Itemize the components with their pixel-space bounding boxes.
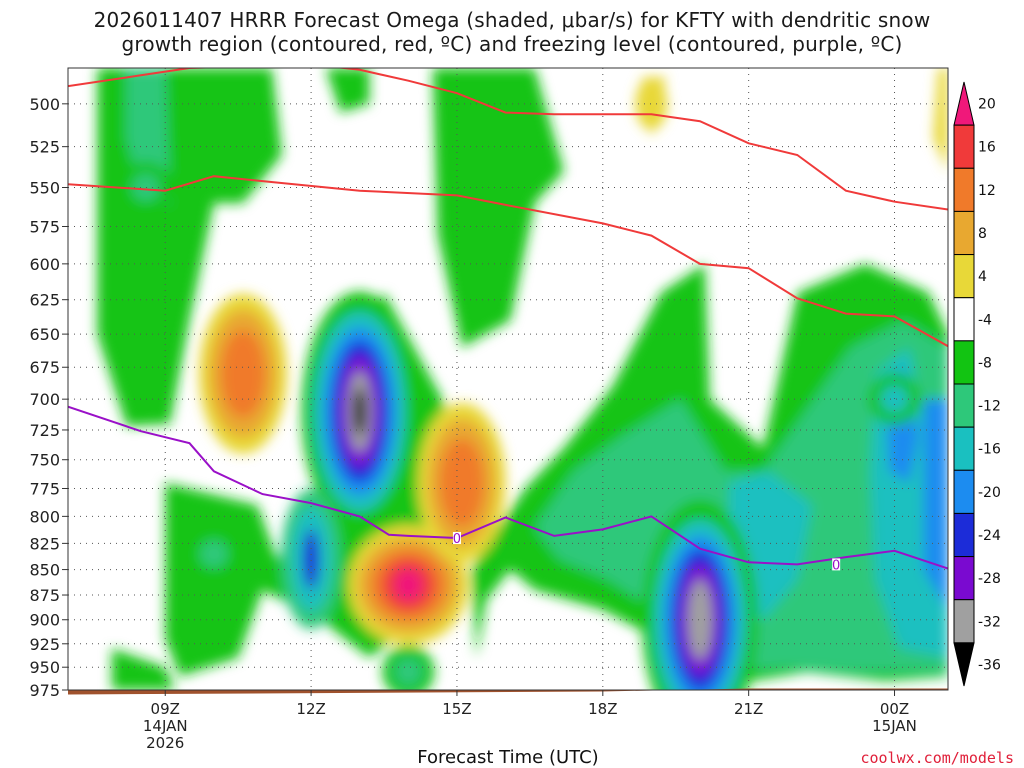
y-tick-label-12: 800	[29, 507, 60, 526]
band-yellow-right	[933, 68, 948, 172]
chart-title-line2: growth region (contoured, red, ºC) and f…	[121, 32, 903, 56]
y-tick-label-7: 675	[29, 358, 60, 377]
omega-feature-5-ring-2	[439, 438, 484, 527]
x-tick-sublabel-5: 15JAN	[872, 717, 917, 735]
y-tick-label-16: 900	[29, 611, 60, 630]
colorbar-label-9: -20	[978, 485, 1001, 501]
colorbar-label-6: -8	[978, 355, 992, 371]
omega-feature-10-ring-0	[635, 77, 668, 130]
omega-feature-7-ring-6	[694, 595, 707, 644]
y-tick-label-6: 650	[29, 325, 60, 344]
omega-feature-3-ring-2	[303, 529, 320, 590]
colorbar-swatch-12	[953, 599, 975, 644]
colorbar-swatch-10	[953, 512, 975, 558]
colorbar: 20 16 12 8 4 -4 -8 -12 -16 -20 -24 -28 -32 -36	[953, 81, 1001, 687]
y-tick-label-1: 525	[29, 138, 60, 157]
y-tick-label-5: 625	[29, 291, 60, 310]
omega-feature-8-ring-1	[880, 385, 909, 414]
band-blue-2	[923, 399, 948, 610]
band-green-6	[111, 648, 175, 690]
colorbar-cap-bottom	[953, 642, 975, 687]
contour-line-2	[68, 405, 948, 570]
y-tick-label-19: 975	[29, 681, 60, 700]
omega-feature-6-ring-1	[394, 657, 423, 686]
y-tick-label-11: 775	[29, 479, 60, 498]
y-tick-label-10: 750	[29, 451, 60, 470]
colorbar-swatch-1	[953, 124, 975, 169]
y-tick-label-4: 600	[29, 255, 60, 274]
x-tick-label-1: 12Z	[296, 700, 325, 718]
colorbar-label-5: -4	[978, 312, 992, 328]
y-tick-label-15: 875	[29, 586, 60, 605]
colorbar-label-2: 12	[978, 183, 996, 199]
colorbar-swatch-6	[953, 340, 975, 385]
colorbar-swatch-7	[953, 383, 975, 428]
y-tick-label-3: 575	[29, 218, 60, 237]
colorbar-label-8: -16	[978, 442, 1001, 458]
colorbar-label-12: -32	[978, 614, 1001, 630]
x-tick-label-4: 21Z	[734, 700, 763, 718]
contour-label-1: 0	[832, 558, 840, 573]
colorbar-label-1: 16	[978, 140, 996, 156]
colorbar-swatch-9	[953, 469, 975, 514]
omega-field	[68, 68, 948, 690]
colorbar-label-10: -24	[978, 528, 1001, 544]
band-green-3	[432, 68, 564, 348]
colorbar-label-3: 8	[978, 226, 987, 242]
contour-label-bg-0	[452, 532, 461, 545]
colorbar-swatch-11	[953, 556, 975, 601]
omega-feature-1-ring-2	[221, 329, 266, 418]
omega-feature-2-ring-6	[353, 387, 366, 436]
colorbar-cap-top	[953, 81, 975, 126]
y-tick-label-0: 500	[29, 95, 60, 114]
omega-feature-0-ring-1	[131, 173, 160, 202]
colorbar-label-11: -28	[978, 571, 1001, 587]
x-tick-label-3: 18Z	[588, 700, 617, 718]
colorbar-swatch-5	[953, 297, 975, 342]
x-tick-label-5: 00Z	[880, 700, 909, 718]
y-axis: 500 525 550 575 600 625 650 675 700 725 750 775 800 8…	[29, 95, 68, 700]
colorbar-label-13: -36	[978, 657, 1001, 673]
colorbar-label-7: -12	[978, 399, 1001, 415]
y-tick-label-17: 925	[29, 635, 60, 654]
colorbar-swatch-3	[953, 210, 975, 256]
colorbar-swatch-2	[953, 167, 975, 212]
x-axis-title: Forecast Time (UTC)	[417, 747, 598, 768]
x-tick-year-0: 2026	[146, 734, 184, 752]
band-green-2	[194, 68, 282, 204]
y-tick-label-8: 700	[29, 390, 60, 409]
omega-feature-9-ring-1	[199, 539, 228, 568]
chart-title: 2026011407 HRRR Forecast Omega (shaded, …	[0, 8, 1024, 56]
band-green-1	[97, 68, 214, 427]
x-tick-sublabel-0: 14JAN	[143, 717, 188, 735]
colorbar-label-0: 20	[978, 97, 996, 113]
credit-text: coolwx.com/models	[860, 749, 1014, 767]
y-tick-label-18: 950	[29, 658, 60, 677]
y-tick-label-2: 550	[29, 178, 60, 197]
contour-lines: 00	[68, 68, 948, 573]
y-tick-label-13: 825	[29, 534, 60, 553]
plot-frame	[67, 67, 949, 691]
contour-label-bg-1	[832, 558, 841, 571]
y-tick-label-9: 725	[29, 421, 60, 440]
omega-feature-4-ring-4	[394, 568, 423, 601]
y-tick-label-14: 850	[29, 561, 60, 580]
chart-title-line1: 2026011407 HRRR Forecast Omega (shaded, …	[93, 8, 931, 32]
contour-label-0: 0	[453, 532, 461, 547]
colorbar-label-4: 4	[978, 269, 987, 285]
colorbar-swatch-8	[953, 426, 975, 471]
contour-line-1	[68, 68, 948, 211]
x-tick-label-0: 09Z	[151, 700, 180, 718]
colorbar-swatch-4	[953, 254, 975, 299]
band-green-4	[325, 68, 370, 113]
x-tick-label-2: 15Z	[442, 700, 471, 718]
contour-line-0	[68, 175, 948, 348]
